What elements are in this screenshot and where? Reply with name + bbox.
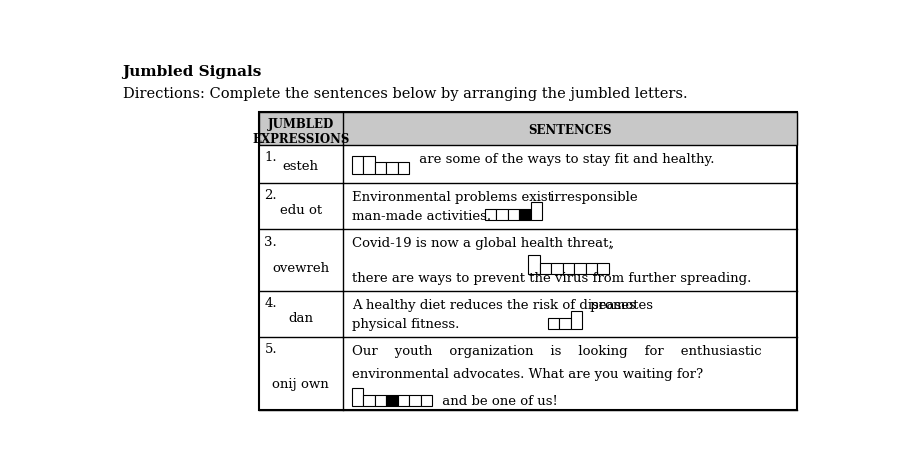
Text: onij own: onij own bbox=[273, 377, 329, 390]
Bar bbox=[571, 312, 583, 330]
Bar bbox=[352, 388, 363, 406]
Bar bbox=[259, 113, 796, 410]
Bar bbox=[363, 395, 375, 406]
Text: man-made activities.: man-made activities. bbox=[352, 210, 491, 223]
Text: dan: dan bbox=[288, 312, 313, 324]
Text: ,: , bbox=[610, 237, 613, 250]
Text: 2.: 2. bbox=[265, 189, 277, 202]
Bar bbox=[496, 209, 507, 221]
Text: 3.: 3. bbox=[265, 235, 277, 248]
Bar bbox=[519, 209, 531, 221]
Text: JUMBLED
EXPRESSIONS: JUMBLED EXPRESSIONS bbox=[252, 117, 350, 146]
Text: irresponsible: irresponsible bbox=[546, 191, 638, 203]
Bar bbox=[531, 203, 542, 221]
Text: 5.: 5. bbox=[265, 343, 277, 356]
Bar bbox=[548, 318, 560, 330]
Bar bbox=[540, 263, 551, 274]
Bar bbox=[574, 263, 585, 274]
Text: esteh: esteh bbox=[283, 160, 319, 173]
Bar bbox=[551, 263, 563, 274]
Text: 4.: 4. bbox=[265, 297, 277, 309]
Bar bbox=[420, 395, 432, 406]
Text: are some of the ways to stay fit and healthy.: are some of the ways to stay fit and hea… bbox=[415, 152, 714, 165]
Bar bbox=[563, 263, 574, 274]
Bar bbox=[410, 395, 420, 406]
Text: A healthy diet reduces the risk of diseases: A healthy diet reduces the risk of disea… bbox=[352, 298, 640, 311]
Text: Our    youth    organization    is    looking    for    enthusiastic: Our youth organization is looking for en… bbox=[352, 344, 762, 357]
Bar bbox=[386, 395, 398, 406]
Text: there are ways to prevent the virus from further spreading.: there are ways to prevent the virus from… bbox=[352, 271, 751, 284]
Text: 1.: 1. bbox=[265, 151, 277, 164]
Bar bbox=[259, 113, 796, 145]
Text: Environmental problems exist: Environmental problems exist bbox=[352, 191, 557, 203]
Bar bbox=[585, 263, 597, 274]
Text: ovewreh: ovewreh bbox=[272, 261, 330, 274]
Text: Jumbled Signals: Jumbled Signals bbox=[122, 65, 262, 79]
Text: edu ot: edu ot bbox=[280, 204, 322, 217]
Bar bbox=[375, 163, 386, 174]
Bar bbox=[375, 395, 386, 406]
Bar bbox=[597, 263, 609, 274]
Text: environmental advocates. What are you waiting for?: environmental advocates. What are you wa… bbox=[352, 367, 703, 380]
Bar bbox=[560, 318, 571, 330]
Bar bbox=[386, 163, 398, 174]
Text: SENTENCES: SENTENCES bbox=[528, 124, 612, 136]
Bar bbox=[485, 209, 496, 221]
Text: promotes: promotes bbox=[586, 298, 653, 311]
Bar bbox=[398, 163, 410, 174]
Text: Directions: Complete the sentences below by arranging the jumbled letters.: Directions: Complete the sentences below… bbox=[122, 87, 687, 101]
Text: and be one of us!: and be one of us! bbox=[439, 394, 558, 407]
Bar bbox=[528, 256, 540, 274]
Bar bbox=[363, 157, 375, 174]
Text: physical fitness.: physical fitness. bbox=[352, 318, 459, 330]
Bar bbox=[507, 209, 519, 221]
Bar bbox=[398, 395, 410, 406]
Bar bbox=[352, 157, 363, 174]
Text: Covid-19 is now a global health threat;: Covid-19 is now a global health threat; bbox=[352, 237, 617, 250]
